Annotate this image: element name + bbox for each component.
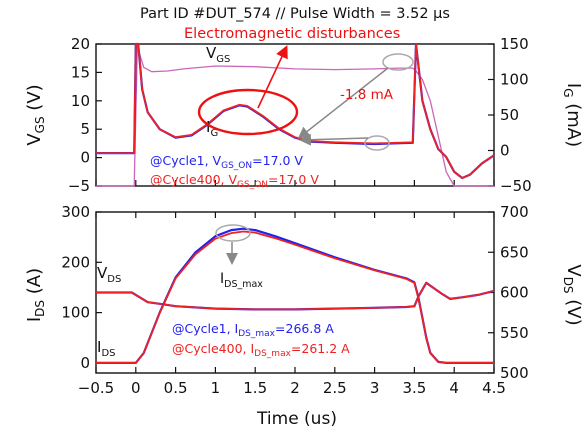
ig-level-annotation: -1.8 mA (340, 87, 394, 103)
x-tick-label: 4.5 (482, 379, 506, 397)
bottom-panel: 0 100 200 300 500 550 600 650 700 −0.5 0 0.5 1 1.5 2… (24, 203, 584, 429)
top-x-ticks (95, 180, 495, 186)
vds-cycle1-trace (96, 281, 495, 311)
bottom-right-tick-label: 500 (500, 364, 529, 382)
disturbance-ellipse (197, 88, 299, 136)
bottom-left-axis-label: IDS (A) (24, 268, 47, 322)
vgs-cycle400-trace (96, 43, 495, 179)
bottom-legend-cycle1: @Cycle1, IDS_max=266.8 A (172, 321, 334, 339)
ids-max-label: IDS_max (220, 271, 263, 290)
vgs-trace-label: VGS (206, 44, 230, 65)
bottom-right-ticks: 500 550 600 650 700 (488, 203, 529, 382)
bottom-right-tick-label: 600 (500, 284, 529, 302)
disturbance-annotation: Electromagnetic disturbances (184, 26, 400, 42)
bottom-legend-cycle400: @Cycle400, IDS_max=261.2 A (172, 341, 350, 359)
top-right-tick-label: 50 (500, 106, 519, 124)
top-right-ticks: −50 0 50 100 150 (488, 35, 532, 195)
top-right-tick-label: 150 (500, 35, 529, 53)
ids-max-ellipse (215, 224, 251, 242)
top-left-tick-label: 10 (71, 92, 90, 110)
top-right-axis-label: IG (mA) (561, 83, 584, 147)
ig-arrow-1 (297, 67, 389, 139)
bottom-right-tick-label: 700 (500, 203, 529, 221)
top-legend-cycle1: @Cycle1, VGS_ON=17.0 V (150, 153, 303, 171)
x-tick-label: 1.5 (243, 379, 267, 397)
disturbance-arrow (257, 45, 288, 109)
x-axis-label: Time (us) (256, 409, 337, 429)
vds-cycle400-trace (96, 281, 495, 311)
bottom-left-tick-label: 100 (61, 304, 90, 322)
top-left-tick-label: −5 (68, 177, 90, 195)
vds-trace-label: VDS (97, 264, 121, 285)
x-tick-label: 3 (370, 379, 380, 397)
ig-trace (96, 43, 494, 187)
bottom-left-tick-label: 200 (61, 253, 90, 271)
x-tick-label: 0.5 (164, 379, 188, 397)
top-left-tick-label: 5 (80, 120, 90, 138)
x-tick-label: 1 (211, 379, 221, 397)
top-right-tick-label: 0 (500, 142, 510, 160)
x-tick-label: 0 (131, 379, 141, 397)
bottom-left-ticks: 0 100 200 300 (61, 203, 102, 372)
top-right-tick-label: −50 (500, 177, 532, 195)
x-tick-label: 4 (449, 379, 459, 397)
figure-title: Part ID #DUT_574 // Pulse Width = 3.52 µ… (140, 6, 450, 22)
bottom-right-axis-label: VDS (V) (561, 264, 584, 325)
x-tick-label: 2.5 (323, 379, 347, 397)
ids-cycle400-trace (96, 230, 494, 364)
top-legend-cycle400: @Cycle400, VGS_ON=17.0 V (150, 172, 319, 190)
x-tick-label: 3.5 (402, 379, 426, 397)
x-tick-label: 2 (290, 379, 300, 397)
bottom-traces (96, 227, 495, 364)
ig-arrow-2 (299, 133, 369, 146)
bottom-right-tick-label: 550 (500, 324, 529, 342)
x-tick-label: −0.5 (78, 379, 114, 397)
top-left-tick-label: 0 (80, 149, 90, 167)
bottom-left-tick-label: 300 (61, 203, 90, 221)
top-left-tick-label: 15 (71, 63, 90, 81)
ig-level-ellipse-bottom (364, 135, 390, 151)
top-left-axis-label: VGS (V) (24, 84, 47, 145)
bottom-x-ticks: −0.5 0 0.5 1 1.5 2 2.5 3 3.5 4 4.5 (78, 212, 506, 397)
ids-trace-label: IDS (97, 338, 116, 359)
ig-level-ellipse-top (382, 53, 414, 71)
bottom-left-tick-label: 0 (80, 354, 90, 372)
top-traces (96, 42, 495, 187)
top-right-tick-label: 100 (500, 71, 529, 89)
top-left-ticks: −5 0 5 10 15 20 (68, 35, 102, 195)
bottom-right-tick-label: 650 (500, 243, 529, 261)
top-left-tick-label: 20 (71, 35, 90, 53)
